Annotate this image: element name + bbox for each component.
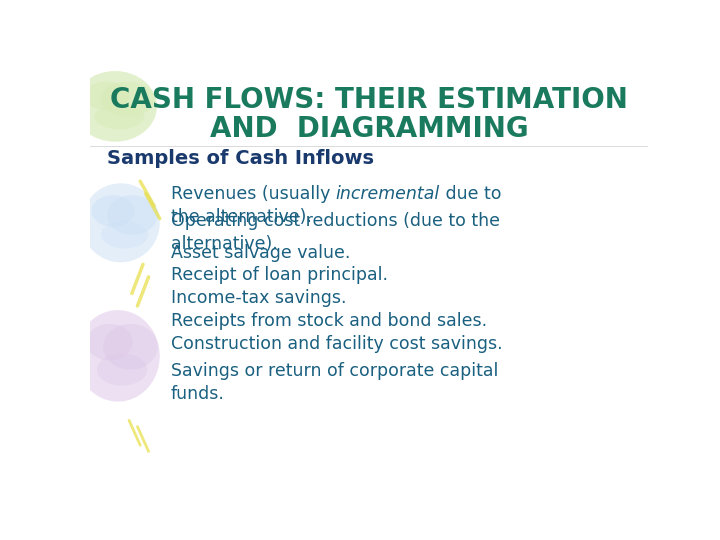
Ellipse shape [94, 105, 145, 130]
Ellipse shape [103, 324, 158, 369]
Text: Asset salvage value.: Asset salvage value. [171, 244, 351, 261]
Ellipse shape [81, 183, 160, 262]
Ellipse shape [84, 82, 130, 110]
Ellipse shape [107, 195, 158, 235]
Ellipse shape [73, 71, 157, 141]
Ellipse shape [97, 354, 147, 386]
Text: the alternative).: the alternative). [171, 208, 312, 226]
Ellipse shape [91, 195, 135, 227]
Text: Receipt of loan principal.: Receipt of loan principal. [171, 266, 388, 285]
Ellipse shape [76, 310, 160, 402]
Text: funds.: funds. [171, 385, 225, 403]
Text: CASH FLOWS: THEIR ESTIMATION: CASH FLOWS: THEIR ESTIMATION [110, 86, 628, 114]
Text: Income-tax savings.: Income-tax savings. [171, 289, 346, 307]
Text: due to: due to [440, 185, 502, 204]
Ellipse shape [101, 221, 148, 248]
Text: alternative).: alternative). [171, 235, 278, 253]
Text: Construction and facility cost savings.: Construction and facility cost savings. [171, 335, 503, 353]
Ellipse shape [86, 324, 132, 360]
Text: Operating cost reductions (due to the: Operating cost reductions (due to the [171, 212, 500, 231]
Text: incremental: incremental [336, 185, 440, 204]
Ellipse shape [101, 82, 155, 117]
Text: Revenues (usually: Revenues (usually [171, 185, 336, 204]
Text: Savings or return of corporate capital: Savings or return of corporate capital [171, 362, 498, 380]
Text: Samples of Cash Inflows: Samples of Cash Inflows [107, 149, 374, 168]
Text: Receipts from stock and bond sales.: Receipts from stock and bond sales. [171, 312, 487, 330]
Text: AND  DIAGRAMMING: AND DIAGRAMMING [210, 115, 528, 143]
